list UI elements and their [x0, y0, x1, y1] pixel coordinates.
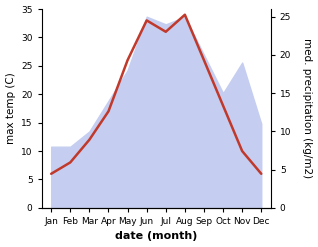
Y-axis label: med. precipitation (kg/m2): med. precipitation (kg/m2) [302, 38, 313, 179]
Y-axis label: max temp (C): max temp (C) [5, 73, 16, 144]
X-axis label: date (month): date (month) [115, 231, 197, 242]
